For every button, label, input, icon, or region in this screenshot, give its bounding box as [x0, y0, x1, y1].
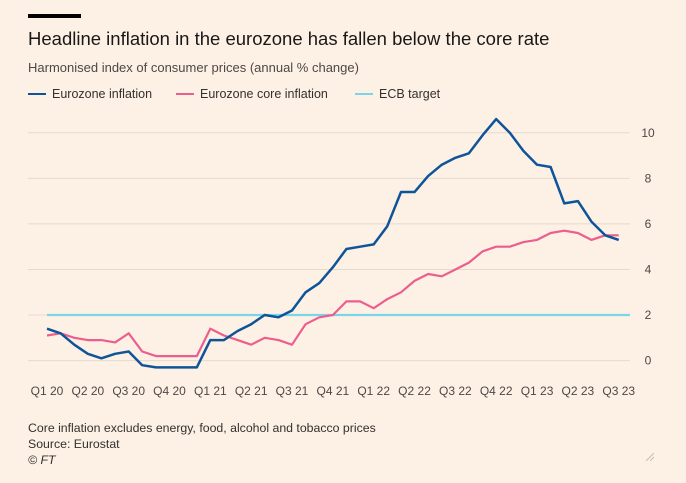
x-tick-label: Q1 21: [194, 384, 227, 398]
legend-swatch-headline: [28, 92, 46, 96]
chart-subtitle: Harmonised index of consumer prices (ann…: [28, 60, 359, 75]
y-axis-tick-labels: 0 2 4 6 8 10: [641, 126, 655, 368]
x-tick-label: Q2 23: [562, 384, 595, 398]
legend-swatch-target: [355, 92, 373, 96]
x-tick-label: Q2 20: [71, 384, 104, 398]
y-tick-label: 6: [645, 217, 652, 231]
legend-label-core: Eurozone core inflation: [200, 87, 328, 101]
x-tick-label: Q1 22: [357, 384, 390, 398]
y-tick-label: 2: [645, 308, 652, 322]
y-tick-label: 0: [645, 354, 652, 368]
footnote: Core inflation excludes energy, food, al…: [28, 421, 376, 435]
chart-title: Headline inflation in the eurozone has f…: [28, 28, 550, 49]
ft-top-bar: [28, 14, 81, 18]
legend-item-core: Eurozone core inflation: [176, 87, 328, 101]
resize-grip-icon: [646, 453, 654, 461]
x-axis-tick-labels: Q1 20 Q2 20 Q3 20 Q4 20 Q1 21 Q2 21 Q3 21 Q4 21…: [31, 384, 636, 398]
data-series: [46, 117, 630, 369]
x-tick-label: Q4 20: [153, 384, 186, 398]
legend-label-headline: Eurozone inflation: [52, 87, 153, 101]
y-tick-label: 10: [641, 126, 655, 140]
x-tick-label: Q2 21: [235, 384, 268, 398]
y-tick-label: 8: [645, 171, 652, 185]
legend-item-target: ECB target: [355, 87, 440, 101]
x-tick-label: Q2 22: [398, 384, 431, 398]
series-line-eurozone-core-inflation: [46, 229, 619, 358]
legend-item-headline: Eurozone inflation: [28, 87, 152, 101]
copyright: © FT: [28, 453, 56, 467]
x-tick-label: Q4 21: [317, 384, 350, 398]
series-line-eurozone-inflation: [46, 117, 620, 369]
source-line: Source: Eurostat: [28, 437, 120, 451]
y-tick-label: 4: [645, 262, 652, 276]
gridlines: [28, 132, 630, 362]
legend-label-target: ECB target: [379, 87, 441, 101]
x-tick-label: Q1 23: [521, 384, 554, 398]
x-tick-label: Q1 20: [31, 384, 64, 398]
legend-swatch-core: [176, 92, 194, 96]
chart-footer: Core inflation excludes energy, food, al…: [28, 420, 376, 468]
x-tick-label: Q3 21: [276, 384, 309, 398]
x-tick-label: Q3 20: [112, 384, 145, 398]
x-tick-label: Q4 22: [480, 384, 513, 398]
x-tick-label: Q3 22: [439, 384, 472, 398]
x-tick-label: Q3 23: [602, 384, 635, 398]
